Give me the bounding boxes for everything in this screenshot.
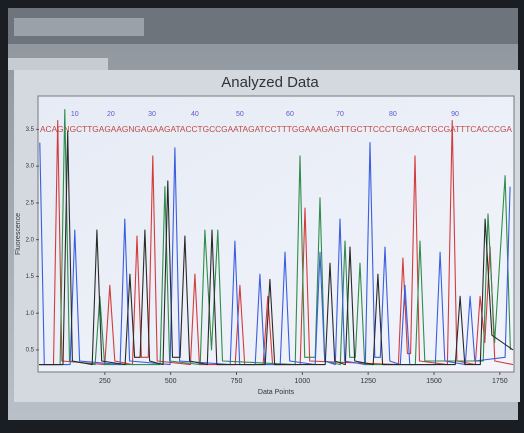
trace [39,120,514,366]
y-tick-label: 1.5 [26,274,35,280]
x-axis-label: Data Points [258,389,295,396]
base-position-label: 30 [148,111,156,118]
base-position-label: 60 [286,111,294,118]
plot-area [37,95,515,373]
base-position-label: 90 [451,111,459,118]
base-position-label: 20 [107,111,115,118]
chart-title: Analyzed Data [221,74,319,91]
y-tick-label: 2.0 [26,237,35,243]
x-tick-label: 250 [99,378,111,385]
y-tick-label: 2.5 [26,200,35,206]
base-position-label: 50 [236,111,244,118]
base-position-label: 80 [389,111,397,118]
y-tick-label: 3.0 [26,164,35,170]
y-tick-label: 3.5 [26,127,35,133]
x-tick-label: 1750 [492,378,508,385]
trace [39,131,514,366]
x-tick-label: 1500 [426,378,442,385]
base-position-label: 40 [191,111,199,118]
x-tick-label: 1000 [295,378,311,385]
tab [8,58,108,70]
y-tick-label: 1.0 [26,311,35,317]
base-position-label: 70 [336,111,344,118]
y-axis-label: Fluorescence [15,213,22,255]
y-tick-label: 0.5 [26,348,35,354]
trace [39,109,511,366]
x-tick-label: 750 [231,378,243,385]
x-tick-label: 1250 [360,378,376,385]
toolbar-buttons [14,18,144,36]
base-sequence: ACAGNGCTTGAGAAGNGAGAAGATACCTGCCGAATAGATC… [40,125,513,134]
base-position-label: 10 [71,111,79,118]
x-tick-label: 500 [165,378,177,385]
